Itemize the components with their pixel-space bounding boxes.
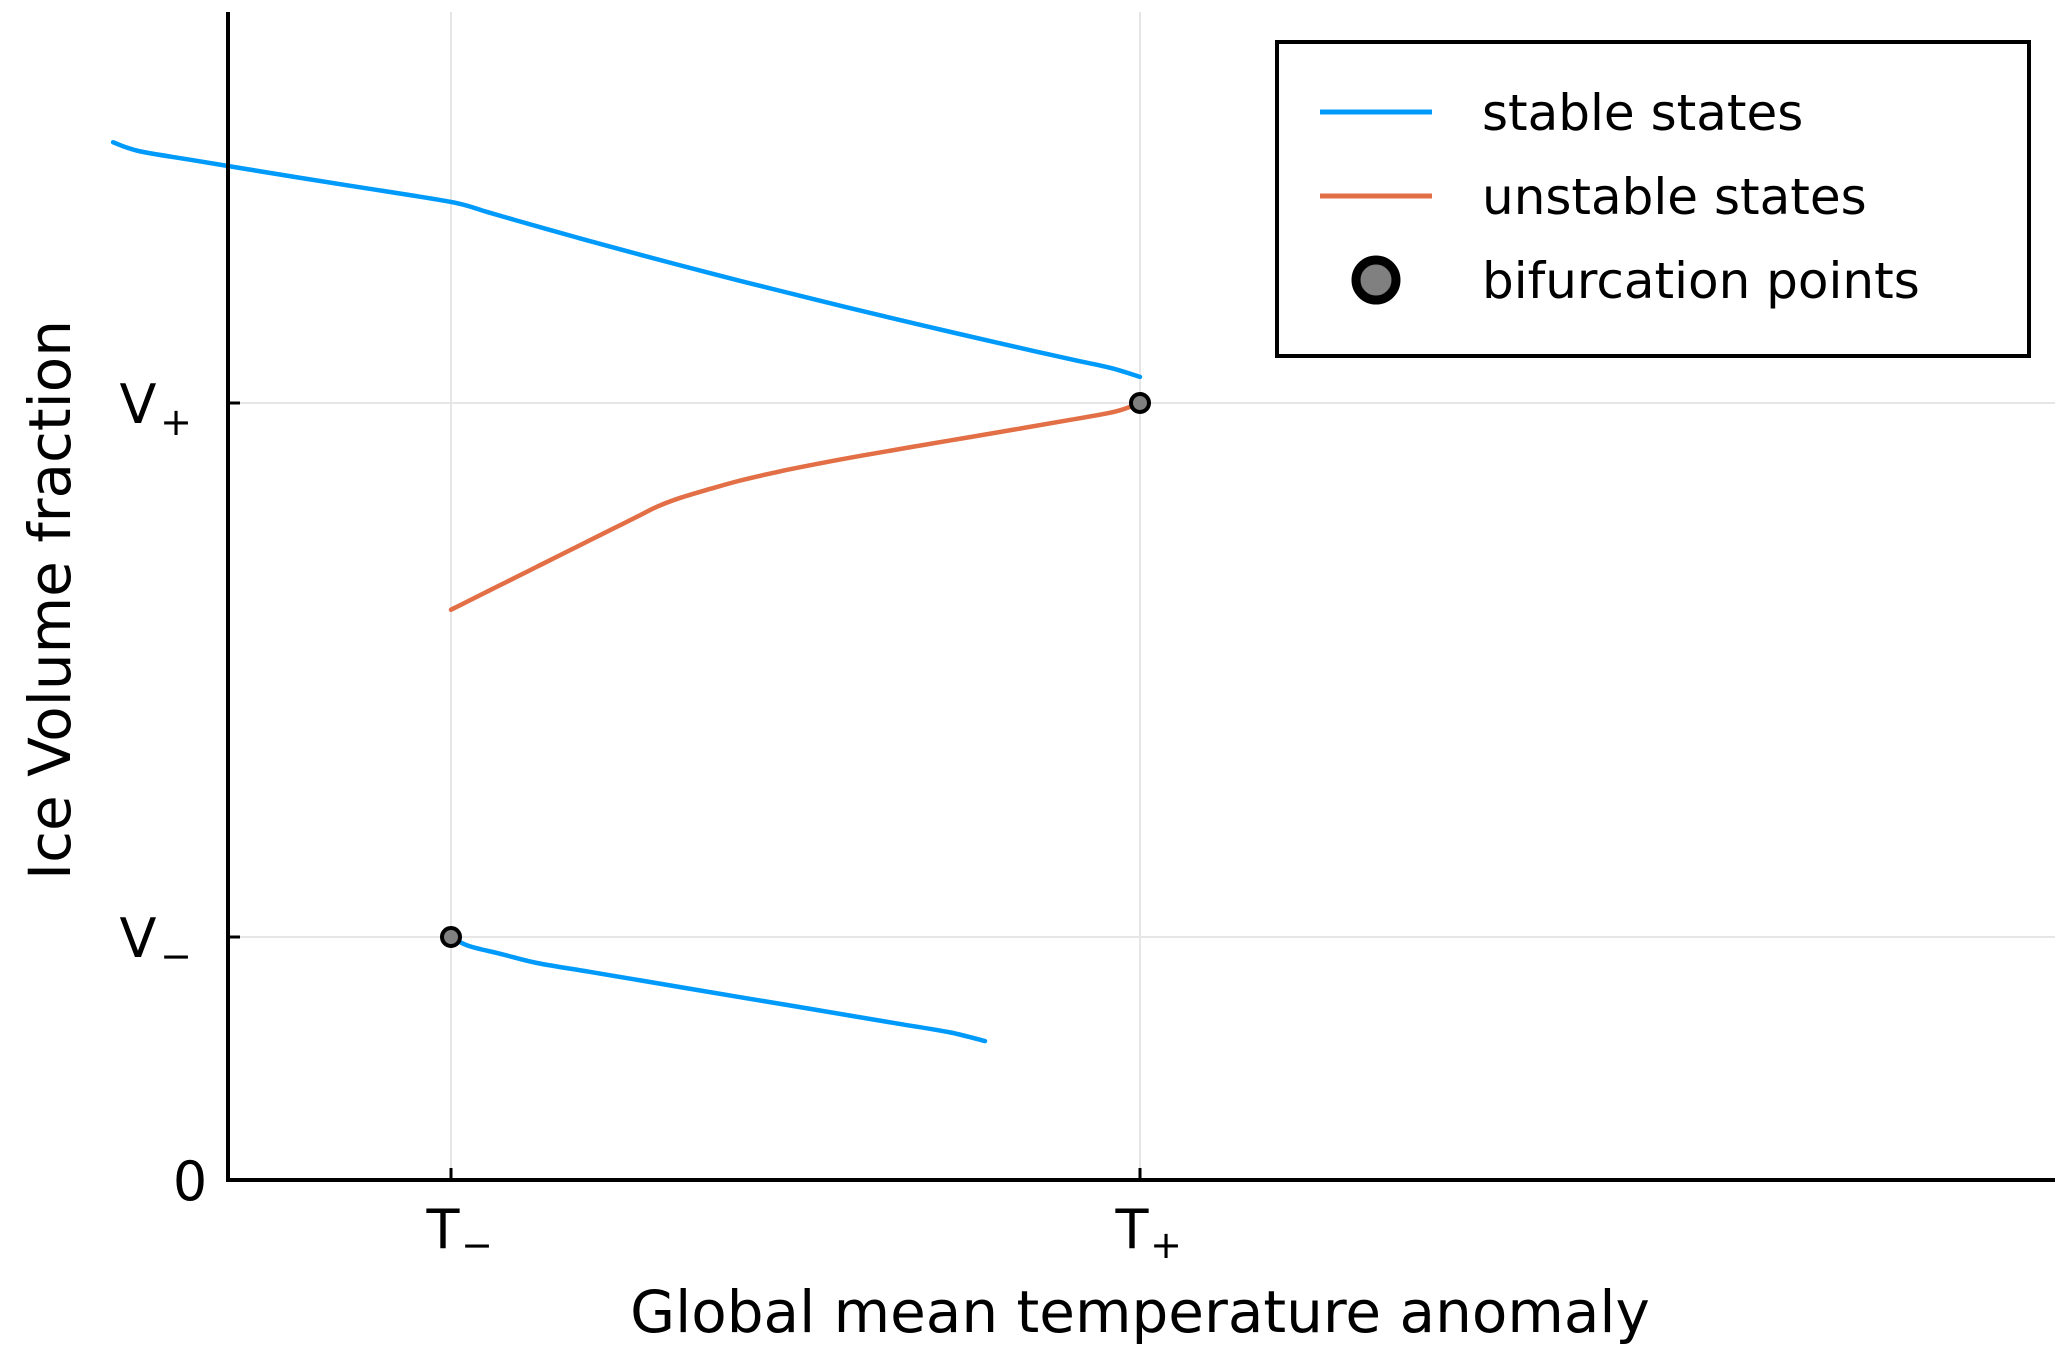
curves	[110, 140, 1143, 1044]
legend-bifurcation-marker	[1351, 255, 1401, 305]
x-tick-label: T	[426, 1198, 461, 1261]
y-tick-label: V	[120, 373, 157, 436]
series-stable-lower	[448, 934, 988, 1044]
bifurcation-points	[440, 392, 1151, 948]
y-axis-label: Ice Volume fraction	[16, 320, 84, 880]
series-stable-upper	[110, 140, 1143, 380]
y-tick-label: V	[120, 907, 157, 970]
legend-unstable-label: unstable states	[1482, 168, 1867, 226]
series-unstable-middle	[448, 400, 1143, 612]
y-tick-label: 0	[173, 1150, 207, 1213]
y-tick-subscript: −	[160, 934, 192, 978]
x-tick-label: T	[1115, 1198, 1150, 1261]
x-axis-label: Global mean temperature anomaly	[630, 1278, 1650, 1346]
bifurcation-point	[440, 926, 462, 948]
legend-bifurcation-label: bifurcation points	[1482, 252, 1920, 310]
ticks: T − T +0V −V +	[120, 373, 1182, 1267]
x-tick-subscript: +	[1150, 1223, 1182, 1267]
legend-stable-label: stable states	[1482, 84, 1803, 142]
legend: stable states unstable states bifurcatio…	[1275, 40, 2031, 358]
bifurcation-point	[1129, 392, 1151, 414]
legend-box	[1275, 40, 2031, 358]
x-tick-subscript: −	[461, 1223, 493, 1267]
y-tick-subscript: +	[160, 400, 192, 444]
